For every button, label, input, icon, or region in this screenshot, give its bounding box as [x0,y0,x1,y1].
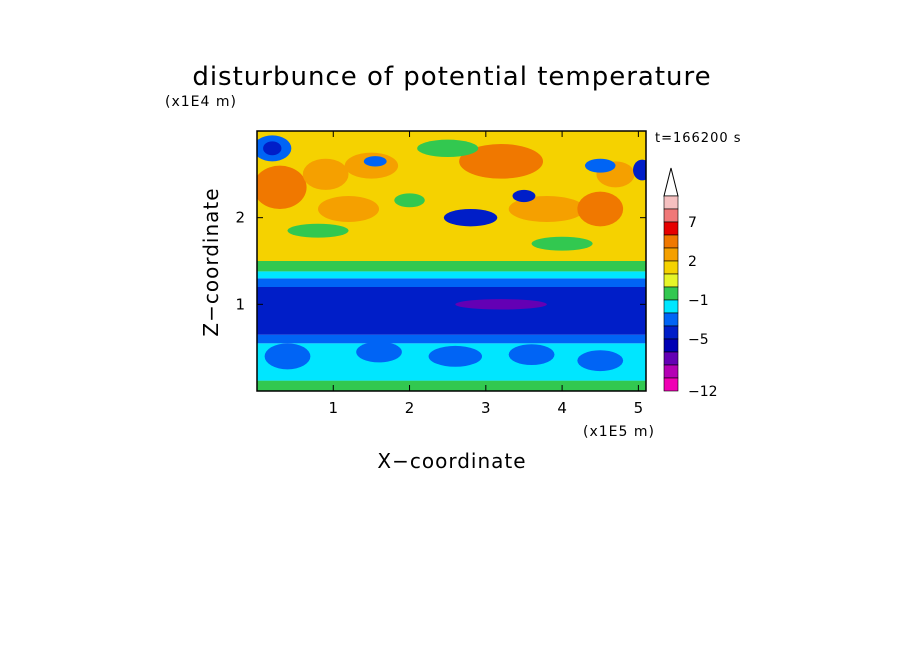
colorbar-swatch [663,260,679,275]
y-axis-label: Z−coordinate [199,187,223,336]
x-tick-label: 1 [329,399,339,417]
contour-blob-16 [417,139,479,157]
colorbar: 7 2 −1 −5 −12 [663,167,718,400]
x-axis-unit: (x1E5 m) [583,424,655,440]
plot-frame [256,130,647,392]
x-tick-label: 4 [557,399,567,417]
contour-blob-19 [455,299,547,310]
contour-layer-5 [257,271,646,279]
contour-blob-11 [512,189,536,203]
contour-blob-2 [257,165,307,209]
y-axis-unit: (x1E4 m) [165,94,237,110]
y-tick-label: 2 [235,209,245,227]
contour-layer-3 [257,287,646,335]
y-axis-ticks: 12 [235,209,646,313]
colorbar-swatch [663,195,679,210]
colorbar-swatch [663,312,679,327]
contour-layer-4 [257,278,646,287]
colorbar-tick-label: −1 [688,293,709,309]
contour-layer-2 [257,334,646,344]
contour-blob-15 [394,193,425,208]
contour-blob-1 [263,141,282,156]
contour-blob-18 [531,236,593,251]
colorbar-extend-arrow [663,167,679,197]
time-label: t=166200 s [655,131,742,146]
colorbar-swatch [663,351,679,366]
colorbar-swatch [663,364,679,379]
contour-blob-3 [302,158,349,190]
contour-blob-13 [584,158,616,173]
contour-blob-23 [508,344,555,365]
colorbar-tick-label: −12 [688,384,718,400]
colorbar-swatch [663,286,679,301]
y-tick-label: 1 [235,295,245,313]
contour-blob-14 [633,159,646,181]
contour-blob-10 [443,209,498,227]
colorbar-swatch [663,273,679,288]
contour-blob-21 [356,341,402,363]
contour-blob-22 [428,345,483,367]
colorbar-swatch [663,208,679,223]
x-axis-label: X−coordinate [377,449,526,473]
colorbar-tick-label: 2 [688,254,697,270]
contour-layer-6 [257,261,646,272]
contour-blob-17 [287,223,349,238]
contour-blob-20 [264,343,311,370]
contour-field [257,131,646,391]
colorbar-swatch [663,377,679,392]
x-tick-label: 5 [634,399,644,417]
colorbar-swatch [663,234,679,249]
contour-blob-24 [577,350,624,372]
colorbar-tick-label: −5 [688,332,709,348]
contour-blob-12 [363,156,387,167]
x-tick-label: 3 [481,399,491,417]
x-axis-ticks: 1 2 3 4 5 [329,131,644,417]
contour-blob-5 [318,196,380,222]
colorbar-swatch [663,325,679,340]
colorbar-swatch [663,338,679,353]
x-tick-label: 2 [405,399,415,417]
contour-blob-7 [508,196,585,222]
colorbar-tick-label: 7 [688,215,697,231]
contour-blob-6 [459,144,544,179]
colorbar-swatch [663,299,679,314]
chart-title: disturbunce of potential temperature [192,62,711,92]
contour-blob-8 [577,191,624,227]
colorbar-swatch [663,221,679,236]
contour-layer-0 [257,380,646,391]
colorbar-swatch [663,247,679,262]
